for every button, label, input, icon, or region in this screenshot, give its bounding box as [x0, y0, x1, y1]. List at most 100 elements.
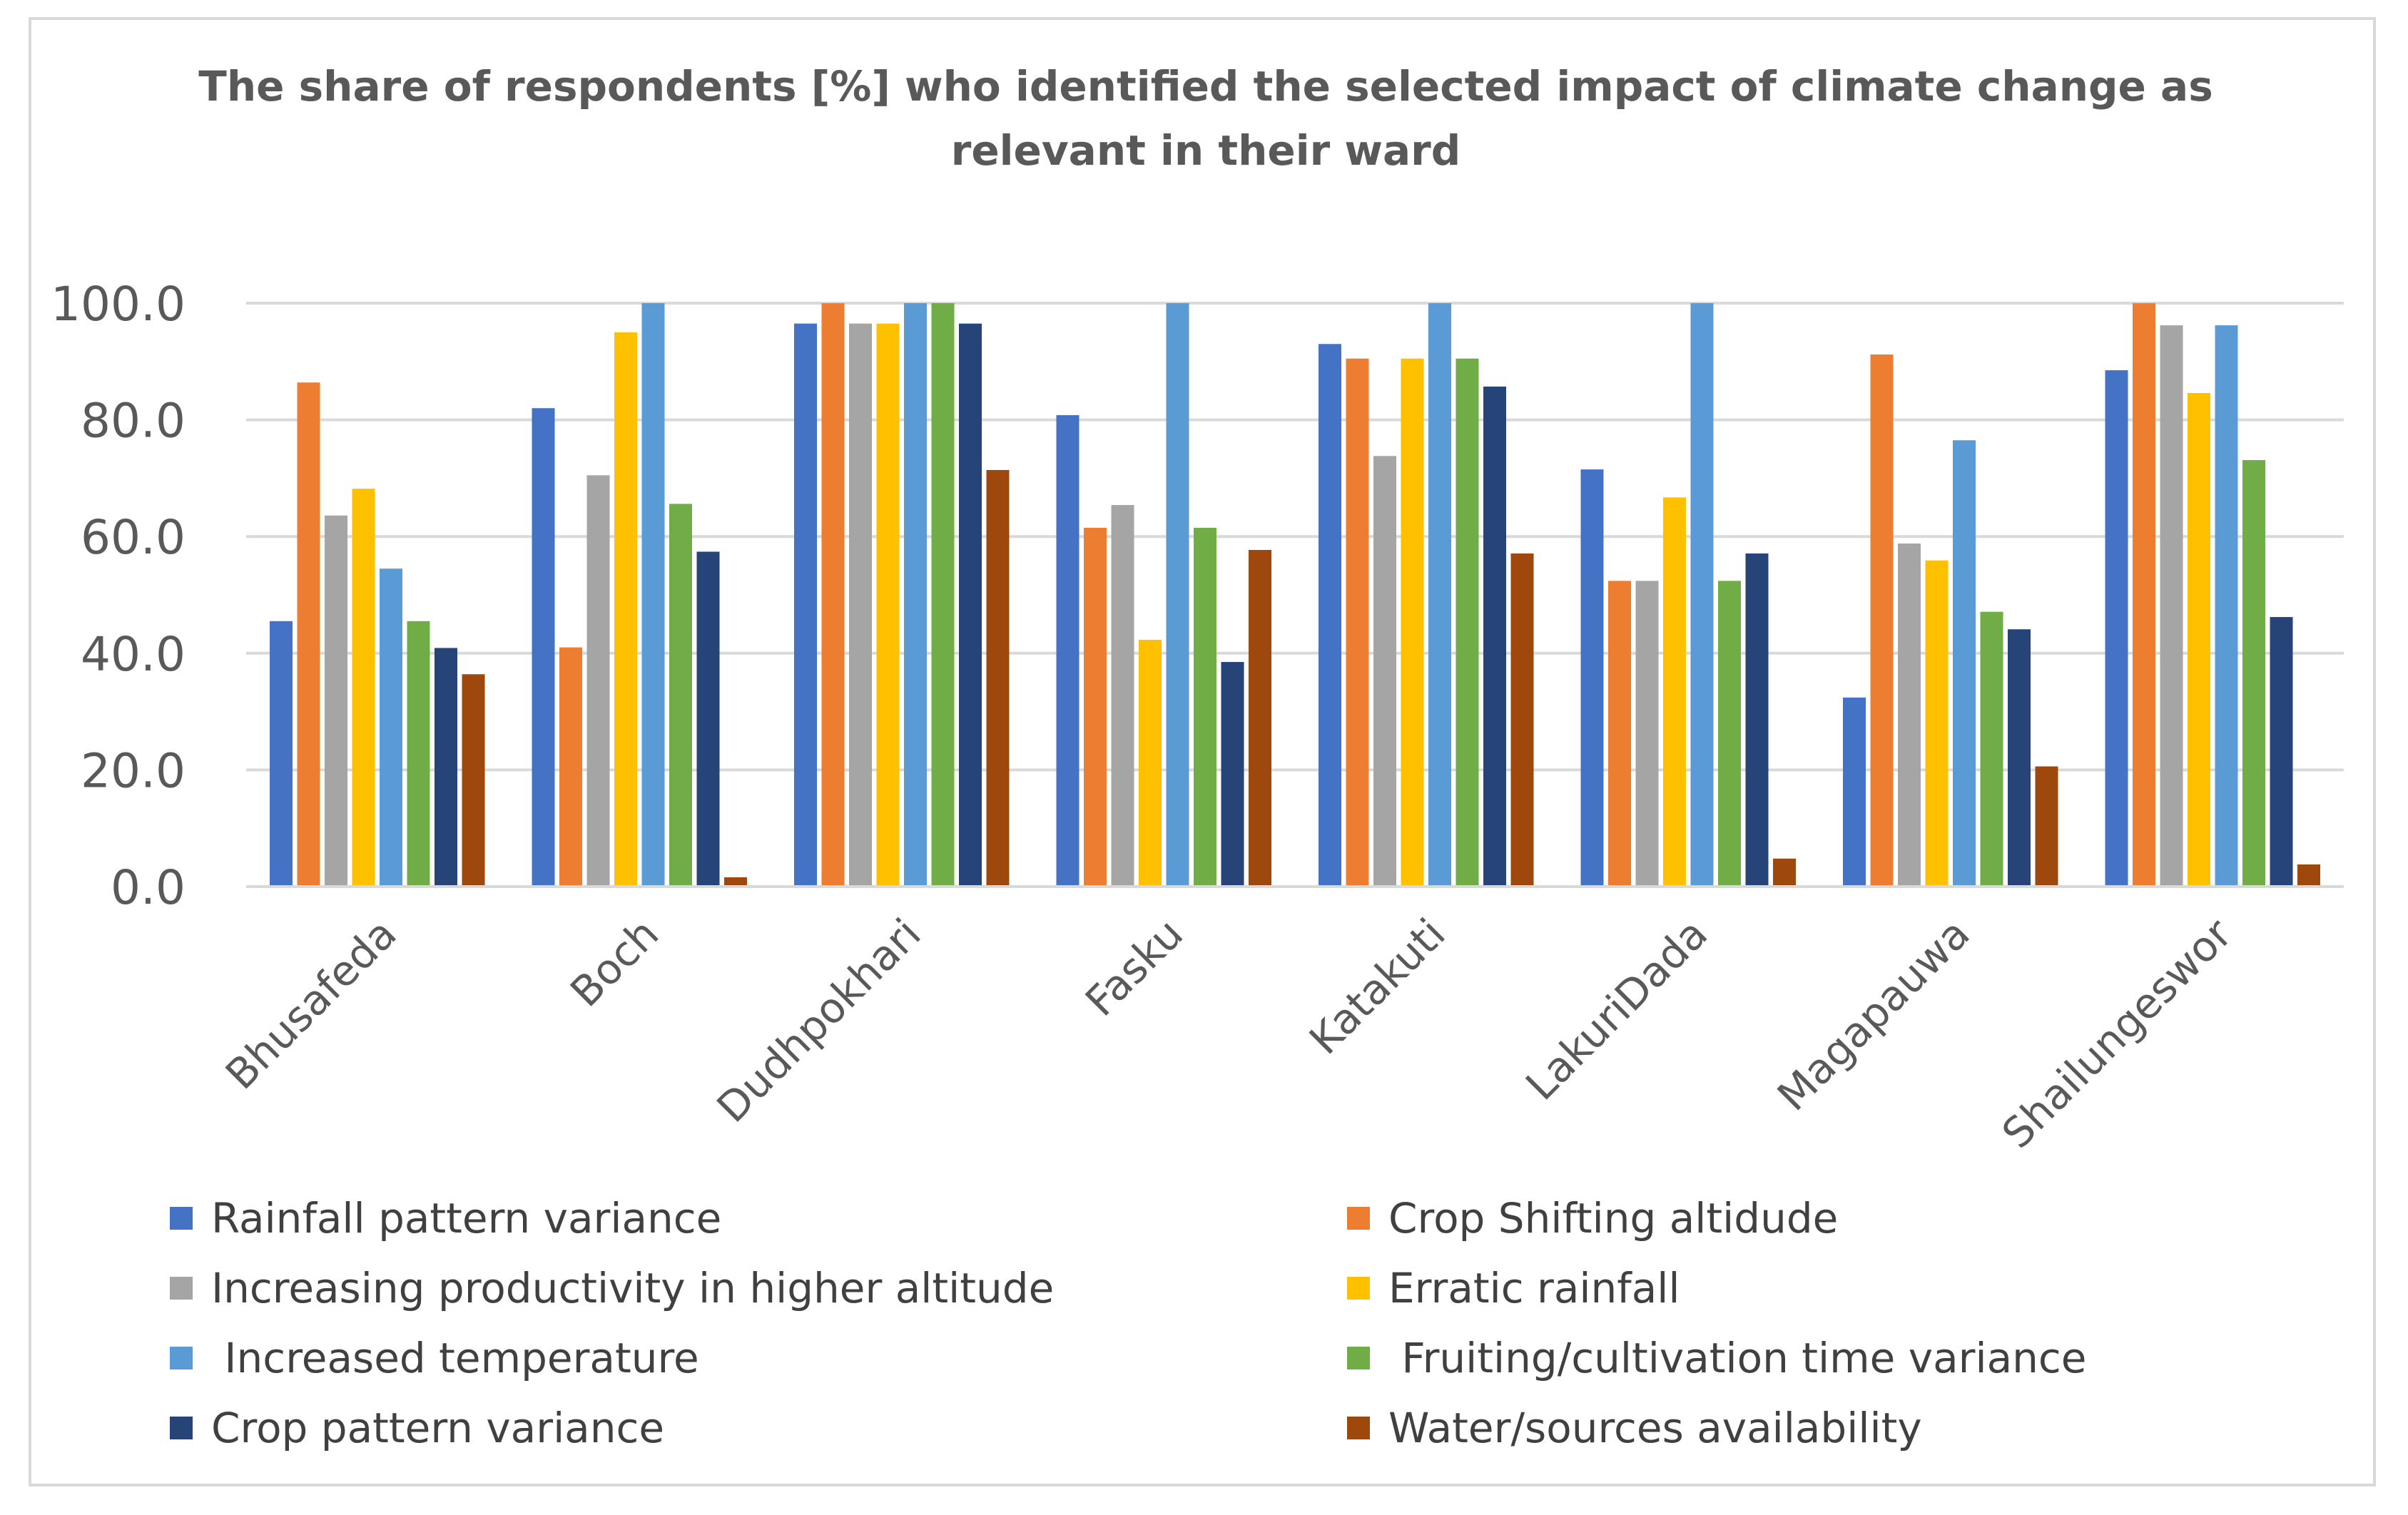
bar: Fasku — Increasing productivity in highe… [1111, 505, 1134, 887]
y-tick-label: 0.0 [111, 860, 186, 915]
legend-label: Increasing productivity in higher altitu… [211, 1264, 1054, 1312]
bar: Dudhpokhari — Increasing productivity in… [849, 323, 872, 887]
bar: Shailungeswor — Fruiting/cultivation tim… [2242, 460, 2265, 887]
bar: Dudhpokhari — Rainfall pattern variance:… [794, 323, 817, 887]
bar: Bhusafeda — Crop pattern variance: 40.9 [435, 648, 457, 887]
bar: Katakuti — Water/sources availability: 5… [1510, 553, 1534, 887]
bar: Katakuti — Fruiting/cultivation time var… [1456, 358, 1479, 887]
bar: Boch — Increasing productivity in higher… [586, 475, 610, 887]
bar: LakuriDada — Water/sources availability:… [1773, 858, 1796, 887]
legend-swatch [1347, 1417, 1370, 1439]
legend-item: Fruiting/cultivation time variance [1347, 1334, 2086, 1382]
bar: Dudhpokhari — Water/sources availability… [986, 469, 1010, 887]
bar: Katakuti — Rainfall pattern variance: 93 [1319, 344, 1341, 887]
bar: Shailungeswor — Increased temperature: 9… [2215, 325, 2238, 887]
x-category-label: Magapauwa [1768, 909, 1979, 1121]
legend-item: Increasing productivity in higher altitu… [170, 1264, 1054, 1312]
bar: Magapauwa — Water/sources availability: … [2035, 766, 2058, 887]
bar: Boch — Fruiting/cultivation time varianc… [669, 504, 692, 887]
legend-swatch [170, 1207, 193, 1230]
legend-swatch [170, 1277, 193, 1300]
bar: Katakuti — Increased temperature: 100 [1428, 303, 1451, 887]
bar: Shailungeswor — Crop Shifting altidude: … [2133, 303, 2155, 887]
bar: Boch — Erratic rainfall: 95 [614, 332, 637, 887]
x-category-label: Shailungeswor [1993, 909, 2241, 1158]
y-tick-label: 20.0 [81, 743, 186, 798]
bar: Magapauwa — Erratic rainfall: 55.9 [1925, 560, 1949, 887]
bar: Bhusafeda — Rainfall pattern variance: 4… [270, 621, 293, 887]
legend-label: Water/sources availability [1388, 1404, 1922, 1452]
bar: Fasku — Water/sources availability: 57.7 [1249, 550, 1271, 887]
bar: LakuriDada — Crop Shifting altidude: 52.… [1608, 581, 1631, 887]
bar: Magapauwa — Increasing productivity in h… [1898, 544, 1921, 887]
legend-swatch [1347, 1207, 1370, 1230]
bar: Boch — Water/sources availability: 1.6 [724, 877, 747, 887]
bar: LakuriDada — Fruiting/cultivation time v… [1718, 581, 1741, 887]
legend: Rainfall pattern variance Crop Shifting a… [170, 1194, 2086, 1452]
bars: Bhusafeda — Rainfall pattern variance: 4… [270, 303, 2320, 887]
bar: Fasku — Erratic rainfall: 42.3 [1139, 639, 1162, 887]
legend-item: Crop Shifting altidude [1347, 1194, 1838, 1243]
legend-item: Erratic rainfall [1347, 1264, 1680, 1312]
bar: Bhusafeda — Crop Shifting altidude: 86.4 [297, 382, 320, 887]
x-category-label: Fasku [1076, 909, 1192, 1026]
legend-label: Erratic rainfall [1388, 1264, 1680, 1312]
x-category-label: Katakuti [1300, 909, 1455, 1064]
bar: Shailungeswor — Rainfall pattern varianc… [2105, 370, 2128, 887]
bar: Shailungeswor — Erratic rainfall: 84.6 [2188, 392, 2210, 887]
chart-title: The share of respondents [%] who identif… [198, 62, 2213, 175]
bar: LakuriDada — Erratic rainfall: 66.7 [1663, 497, 1686, 887]
bar: Shailungeswor — Increasing productivity … [2160, 325, 2183, 887]
legend-swatch [170, 1417, 193, 1439]
bar: Katakuti — Crop Shifting altidude: 90.5 [1346, 358, 1369, 887]
x-category-label: Boch [561, 909, 668, 1016]
legend-label: Rainfall pattern variance [211, 1194, 721, 1243]
legend-item: Rainfall pattern variance [170, 1194, 721, 1243]
bar: Magapauwa — Crop pattern variance: 44.1 [2008, 629, 2031, 887]
legend-item: Increased temperature [170, 1334, 699, 1382]
bar: Dudhpokhari — Crop pattern variance: 96.… [959, 323, 982, 887]
y-tick-label: 60.0 [81, 510, 186, 565]
bar: Dudhpokhari — Erratic rainfall: 96.5 [876, 323, 900, 887]
bar: Boch — Crop Shifting altidude: 41 [559, 647, 582, 887]
bar: Fasku — Increased temperature: 100 [1166, 303, 1189, 887]
bar: Fasku — Crop Shifting altidude: 61.5 [1084, 527, 1107, 887]
bar: LakuriDada — Crop pattern variance: 57.1 [1745, 553, 1769, 887]
legend-swatch [170, 1347, 193, 1369]
bar: Katakuti — Erratic rainfall: 90.5 [1401, 358, 1424, 887]
bar: Fasku — Crop pattern variance: 38.5 [1221, 662, 1244, 887]
bar: Bhusafeda — Increasing productivity in h… [325, 515, 347, 887]
bar: Shailungeswor — Crop pattern variance: 4… [2270, 617, 2293, 887]
bar: Shailungeswor — Water/sources availabili… [2297, 864, 2320, 887]
legend-label: Crop Shifting altidude [1388, 1194, 1838, 1243]
x-category-label: LakuriDada [1516, 909, 1717, 1110]
legend-label: Crop pattern variance [211, 1404, 664, 1452]
legend-swatch [1347, 1347, 1370, 1369]
x-category-label: Bhusafeda [216, 909, 406, 1099]
bar: Dudhpokhari — Crop Shifting altidude: 10… [821, 303, 845, 887]
bar: Boch — Crop pattern variance: 57.4 [696, 551, 720, 887]
bar: Fasku — Rainfall pattern variance: 80.8 [1056, 415, 1079, 887]
bar: Magapauwa — Crop Shifting altidude: 91.2 [1870, 354, 1894, 887]
bar: Boch — Increased temperature: 100 [641, 303, 665, 887]
legend-label: Increased temperature [211, 1334, 699, 1382]
bar: Fasku — Fruiting/cultivation time varian… [1194, 527, 1216, 887]
bar: Bhusafeda — Erratic rainfall: 68.2 [352, 489, 375, 887]
y-tick-label: 100.0 [51, 277, 186, 332]
bar: Boch — Rainfall pattern variance: 82 [532, 408, 555, 887]
bar: Magapauwa — Fruiting/cultivation time va… [1980, 611, 2003, 887]
bar: Katakuti — Crop pattern variance: 85.7 [1483, 386, 1506, 887]
bar: LakuriDada — Increased temperature: 100 [1690, 303, 1714, 887]
bar: Bhusafeda — Fruiting/cultivation time va… [407, 621, 430, 887]
bar: LakuriDada — Rainfall pattern variance: … [1580, 469, 1604, 887]
bar: LakuriDada — Increasing productivity in … [1635, 581, 1659, 887]
bar: Katakuti — Increasing productivity in hi… [1373, 456, 1396, 887]
y-tick-label: 40.0 [81, 627, 186, 682]
bar: Magapauwa — Rainfall pattern variance: 3… [1843, 697, 1866, 887]
y-tick-label: 80.0 [81, 394, 186, 449]
legend-label: Fruiting/cultivation time variance [1388, 1334, 2086, 1382]
legend-item: Crop pattern variance [170, 1404, 664, 1452]
bar: Dudhpokhari — Increased temperature: 100 [904, 303, 927, 887]
bar: Bhusafeda — Increased temperature: 54.5 [380, 568, 402, 887]
